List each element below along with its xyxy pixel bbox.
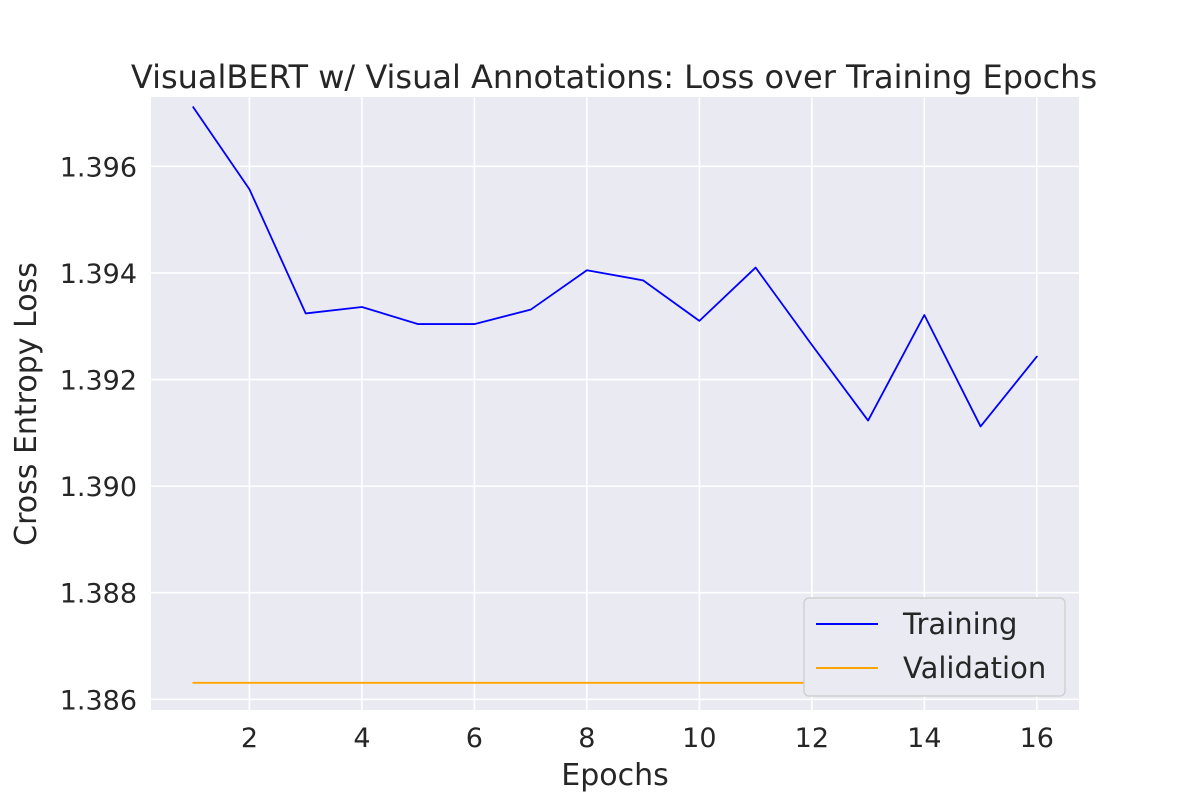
y-tick-label: 1.390 bbox=[60, 472, 137, 503]
y-tick-label: 1.386 bbox=[60, 685, 137, 716]
x-axis-label: Epochs bbox=[561, 758, 669, 793]
x-tick-label: 6 bbox=[466, 723, 483, 754]
x-tick-label: 8 bbox=[578, 723, 595, 754]
legend-label-training: Training bbox=[902, 607, 1017, 641]
chart-title: VisualBERT w/ Visual Annotations: Loss o… bbox=[131, 58, 1097, 96]
x-tick-label: 4 bbox=[353, 723, 370, 754]
y-tick-label: 1.388 bbox=[60, 579, 137, 610]
y-tick-label: 1.394 bbox=[60, 259, 137, 290]
legend-label-validation: Validation bbox=[903, 651, 1046, 685]
grid bbox=[151, 97, 1079, 710]
series-line-training bbox=[192, 106, 1038, 428]
y-tick-label: 1.392 bbox=[60, 366, 137, 397]
x-tick-label: 14 bbox=[907, 723, 941, 754]
legend-box bbox=[803, 597, 1066, 697]
x-axis-ticks: 2 4 6 8 10 12 14 16 bbox=[241, 723, 1054, 754]
y-axis-label: Cross Entropy Loss bbox=[9, 262, 44, 546]
x-tick-label: 10 bbox=[682, 723, 716, 754]
y-axis-ticks: 1.386 1.388 1.390 1.392 1.394 1.396 bbox=[60, 152, 137, 716]
y-tick-label: 1.396 bbox=[60, 152, 137, 183]
x-tick-label: 2 bbox=[241, 723, 258, 754]
x-tick-label: 12 bbox=[795, 723, 829, 754]
legend: Training Validation bbox=[803, 597, 1066, 697]
x-tick-label: 16 bbox=[1020, 723, 1054, 754]
